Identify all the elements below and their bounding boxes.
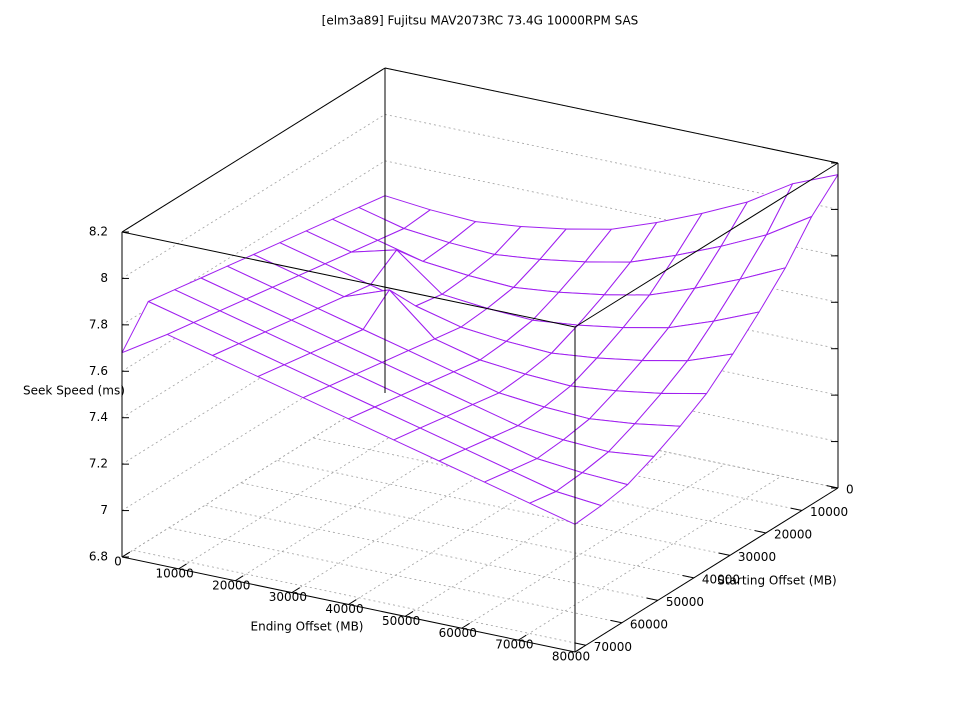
y-tick-label: 60000 (630, 617, 668, 631)
z-tick-label: 7.8 (89, 317, 108, 331)
grid-line (291, 428, 556, 593)
tick-mark (718, 552, 731, 556)
grid-line (121, 392, 386, 558)
grid-line (132, 549, 586, 646)
box-edge (574, 487, 839, 653)
grid-line (121, 206, 386, 372)
grid-line (204, 504, 658, 601)
grid-line (384, 114, 839, 210)
box-layer (121, 67, 839, 653)
x-tick-label: 60000 (439, 626, 477, 640)
y-tick-label: 0 (846, 483, 854, 497)
z-axis-title: Seek Speed (ms) (23, 384, 125, 398)
y-tick-label: 50000 (666, 595, 704, 609)
x-tick-label: 0 (114, 555, 122, 569)
grid-line (121, 253, 386, 419)
box-edge (121, 556, 576, 653)
grid-line (121, 114, 386, 279)
z-tick-label: 6.8 (89, 550, 108, 564)
grid-line (168, 527, 622, 624)
grid-line (404, 452, 669, 617)
tick-mark (121, 551, 131, 558)
grid-line (178, 404, 442, 570)
box-edge (121, 67, 386, 233)
box-edge (384, 67, 839, 164)
x-tick-label: 20000 (212, 578, 250, 592)
grid-line (461, 463, 725, 629)
x-tick-label: 70000 (495, 638, 533, 652)
tick-mark (610, 619, 622, 624)
z-tick-label: 7.6 (89, 364, 108, 378)
x-tick-label: 80000 (552, 650, 590, 664)
z-tick-label: 7 (100, 503, 108, 517)
tick-mark (790, 507, 803, 511)
z-tick-label: 7.2 (89, 457, 108, 471)
grid-line (240, 482, 694, 579)
tick-mark (234, 575, 244, 582)
grid-line (276, 460, 730, 556)
z-tick-label: 8 (100, 271, 108, 285)
grid-line (518, 475, 782, 641)
y-tick-label: 70000 (594, 640, 632, 654)
x-tick-label: 50000 (382, 614, 420, 628)
x-tick-label: 30000 (269, 590, 307, 604)
y-axis-title: Starting Offset (MB) (717, 574, 837, 588)
tick-mark (574, 642, 586, 646)
tick-mark (461, 622, 470, 629)
z-tick-label: 7.4 (89, 410, 108, 424)
tick-mark (348, 599, 357, 605)
z-tick-label: 8.2 (89, 225, 108, 239)
tick-mark (754, 530, 767, 534)
x-tick-label: 10000 (156, 566, 194, 580)
x-tick-label: 40000 (325, 602, 363, 616)
tick-mark (404, 611, 414, 617)
box-edge (121, 231, 576, 328)
box-edge (574, 162, 839, 328)
grid-line (348, 440, 612, 605)
tick-mark (291, 587, 301, 594)
tick-mark (826, 485, 839, 489)
x-axis-title: Ending Offset (MB) (251, 620, 364, 634)
grid-line (121, 299, 386, 465)
tick-mark (518, 634, 527, 641)
tick-mark (178, 563, 187, 570)
y-tick-label: 40000 (702, 572, 740, 586)
y-tick-label: 10000 (810, 505, 848, 519)
grid-line (235, 416, 499, 582)
tick-mark (682, 574, 694, 579)
chart-title: [elm3a89] Fujitsu MAV2073RC 73.4G 10000R… (322, 14, 639, 28)
y-tick-label: 30000 (738, 550, 776, 564)
surface-layer (121, 174, 839, 525)
grid-line (121, 346, 386, 511)
tick-mark (646, 597, 658, 601)
y-tick-label: 20000 (774, 527, 812, 541)
